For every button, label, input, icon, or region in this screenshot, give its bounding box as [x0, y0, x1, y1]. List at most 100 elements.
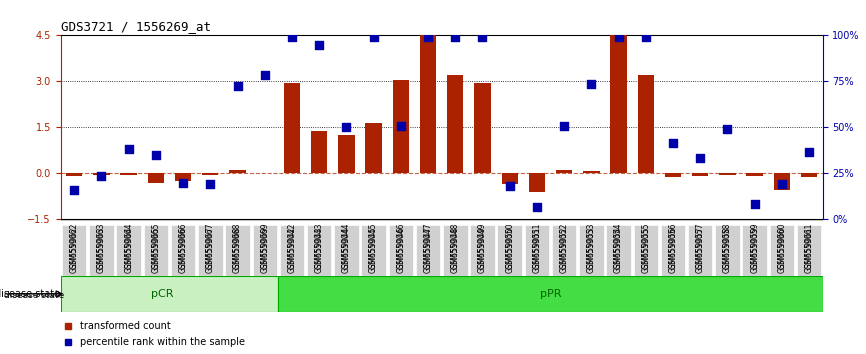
Text: GDS3721 / 1556269_at: GDS3721 / 1556269_at — [61, 20, 210, 33]
Bar — [229, 170, 246, 173]
Point — [694, 155, 708, 161]
Text: GSM559067: GSM559067 — [206, 226, 215, 273]
Bar — [475, 83, 491, 173]
Bar — [556, 170, 572, 173]
Text: GSM559058: GSM559058 — [723, 222, 732, 269]
Bar — [284, 83, 301, 173]
Bar — [501, 173, 518, 184]
Bar — [66, 173, 82, 176]
Text: GSM559066: GSM559066 — [178, 226, 188, 273]
Bar — [801, 173, 818, 177]
FancyBboxPatch shape — [144, 225, 168, 276]
FancyBboxPatch shape — [334, 225, 359, 276]
Text: GSM559056: GSM559056 — [669, 226, 677, 273]
Text: GSM559047: GSM559047 — [423, 226, 432, 273]
Text: GSM559056: GSM559056 — [669, 222, 677, 269]
Text: GSM559063: GSM559063 — [97, 226, 106, 273]
Bar — [339, 135, 354, 173]
FancyBboxPatch shape — [579, 225, 604, 276]
Text: GSM559052: GSM559052 — [559, 226, 569, 273]
Text: GSM559064: GSM559064 — [124, 226, 133, 273]
Point — [149, 152, 163, 158]
Bar — [120, 173, 137, 175]
Bar — [447, 75, 463, 173]
FancyBboxPatch shape — [661, 225, 685, 276]
Text: GSM559046: GSM559046 — [397, 222, 405, 269]
FancyBboxPatch shape — [606, 225, 630, 276]
FancyBboxPatch shape — [497, 225, 522, 276]
Text: GSM559060: GSM559060 — [778, 222, 786, 269]
Point — [313, 42, 326, 47]
Point — [721, 126, 734, 132]
Point — [475, 34, 489, 40]
Text: GSM559047: GSM559047 — [423, 222, 432, 269]
Bar — [665, 173, 682, 177]
FancyBboxPatch shape — [770, 225, 794, 276]
FancyBboxPatch shape — [253, 225, 277, 276]
Point — [366, 34, 380, 40]
Bar — [773, 173, 790, 190]
Text: percentile rank within the sample: percentile rank within the sample — [80, 337, 245, 347]
FancyBboxPatch shape — [280, 225, 304, 276]
Text: GSM559060: GSM559060 — [778, 226, 786, 273]
Text: GSM559057: GSM559057 — [695, 226, 705, 273]
Point — [122, 146, 136, 152]
Point — [68, 188, 81, 193]
Point — [747, 201, 761, 207]
Bar — [420, 35, 436, 173]
Text: GSM559053: GSM559053 — [587, 222, 596, 269]
Text: GSM559059: GSM559059 — [750, 226, 759, 273]
FancyBboxPatch shape — [62, 225, 87, 276]
Point — [449, 34, 462, 40]
Point — [339, 125, 353, 130]
FancyBboxPatch shape — [89, 225, 113, 276]
Text: GSM559068: GSM559068 — [233, 222, 242, 269]
FancyBboxPatch shape — [307, 225, 332, 276]
Text: GSM559045: GSM559045 — [369, 222, 378, 269]
FancyBboxPatch shape — [361, 225, 386, 276]
FancyBboxPatch shape — [742, 225, 767, 276]
Text: disease state: disease state — [4, 291, 65, 300]
Text: GSM559045: GSM559045 — [369, 226, 378, 273]
Text: GSM559059: GSM559059 — [750, 222, 759, 269]
Bar — [529, 173, 545, 192]
Text: GSM559048: GSM559048 — [451, 226, 460, 273]
Bar — [392, 80, 409, 173]
Text: GSM559050: GSM559050 — [505, 226, 514, 273]
Text: disease state: disease state — [0, 289, 61, 299]
Point — [802, 149, 816, 155]
Text: GSM559069: GSM559069 — [261, 226, 269, 273]
Point — [421, 34, 435, 40]
Bar — [311, 131, 327, 173]
Text: GSM559062: GSM559062 — [70, 222, 79, 269]
FancyBboxPatch shape — [470, 225, 494, 276]
Point — [285, 34, 299, 40]
Point — [94, 173, 108, 178]
Point — [258, 73, 272, 78]
Point — [230, 83, 244, 89]
FancyBboxPatch shape — [525, 225, 549, 276]
Point — [204, 181, 217, 187]
Point — [775, 181, 789, 187]
Text: GSM559058: GSM559058 — [723, 226, 732, 273]
Text: GSM559044: GSM559044 — [342, 222, 351, 269]
Text: pCR: pCR — [152, 289, 174, 299]
Text: GSM559061: GSM559061 — [805, 226, 813, 273]
FancyBboxPatch shape — [552, 225, 577, 276]
Text: GSM559053: GSM559053 — [587, 226, 596, 273]
Text: GSM559052: GSM559052 — [559, 222, 569, 269]
FancyBboxPatch shape — [198, 225, 223, 276]
Point — [639, 34, 653, 40]
Point — [503, 183, 517, 189]
Text: GSM559057: GSM559057 — [695, 222, 705, 269]
Text: GSM559042: GSM559042 — [288, 222, 296, 269]
FancyBboxPatch shape — [443, 225, 468, 276]
Bar — [148, 173, 164, 183]
Text: GSM559054: GSM559054 — [614, 222, 623, 269]
Text: GSM559064: GSM559064 — [124, 222, 133, 269]
FancyBboxPatch shape — [171, 225, 196, 276]
Text: pPR: pPR — [540, 289, 561, 299]
Text: GSM559055: GSM559055 — [642, 222, 650, 269]
Bar — [720, 173, 735, 175]
Text: GSM559054: GSM559054 — [614, 226, 623, 273]
